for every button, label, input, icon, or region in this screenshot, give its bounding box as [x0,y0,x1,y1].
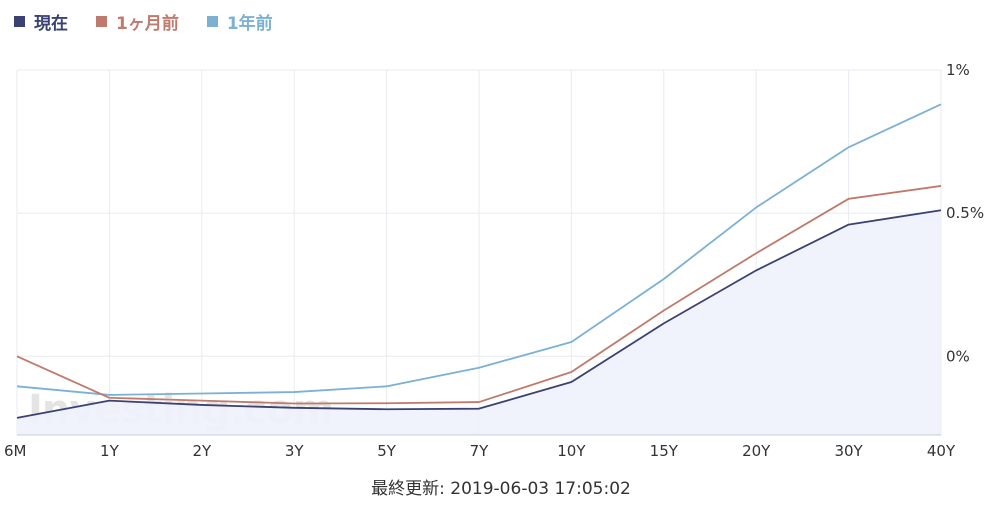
area-current [17,210,941,435]
legend-label-current: 現在 [34,13,68,34]
legend-label-1-year-ago: 1年前 [226,13,273,34]
x-tick-label: 5Y [377,442,397,460]
legend-swatch-1-year-ago [206,15,218,27]
line-current [16,209,942,419]
y-tick-label: 0.5% [946,204,984,222]
x-tick-label: 3Y [285,442,305,460]
x-tick-label: 20Y [742,442,771,460]
x-tick-label: 15Y [650,442,679,460]
y-tick-label: 1% [946,61,970,79]
y-tick-label: 0% [946,347,970,365]
chart-legend: 現在 1ヶ月前 1年前 [14,6,273,36]
x-tick-label: 40Y [927,442,956,460]
legend-item-1-year-ago[interactable]: 1年前 [206,9,273,34]
x-tick-label: 6M [4,442,27,460]
x-tick-label: 30Y [834,442,863,460]
last-updated-text: 最終更新: 2019-06-03 17:05:02 [371,479,631,499]
legend-swatch-1-month-ago [96,15,107,27]
x-tick-label: 10Y [557,442,586,460]
legend-item-1-month-ago[interactable]: 1ヶ月前 [96,9,179,34]
line-1-year-ago [16,103,942,396]
line-1-month-ago [16,185,942,405]
legend-swatch-current [14,15,25,27]
x-tick-label: 1Y [100,442,120,460]
legend-label-1-month-ago: 1ヶ月前 [116,13,179,34]
legend-item-current[interactable]: 現在 [14,9,68,34]
x-tick-label: 7Y [470,442,490,460]
x-tick-label: 2Y [192,442,212,460]
